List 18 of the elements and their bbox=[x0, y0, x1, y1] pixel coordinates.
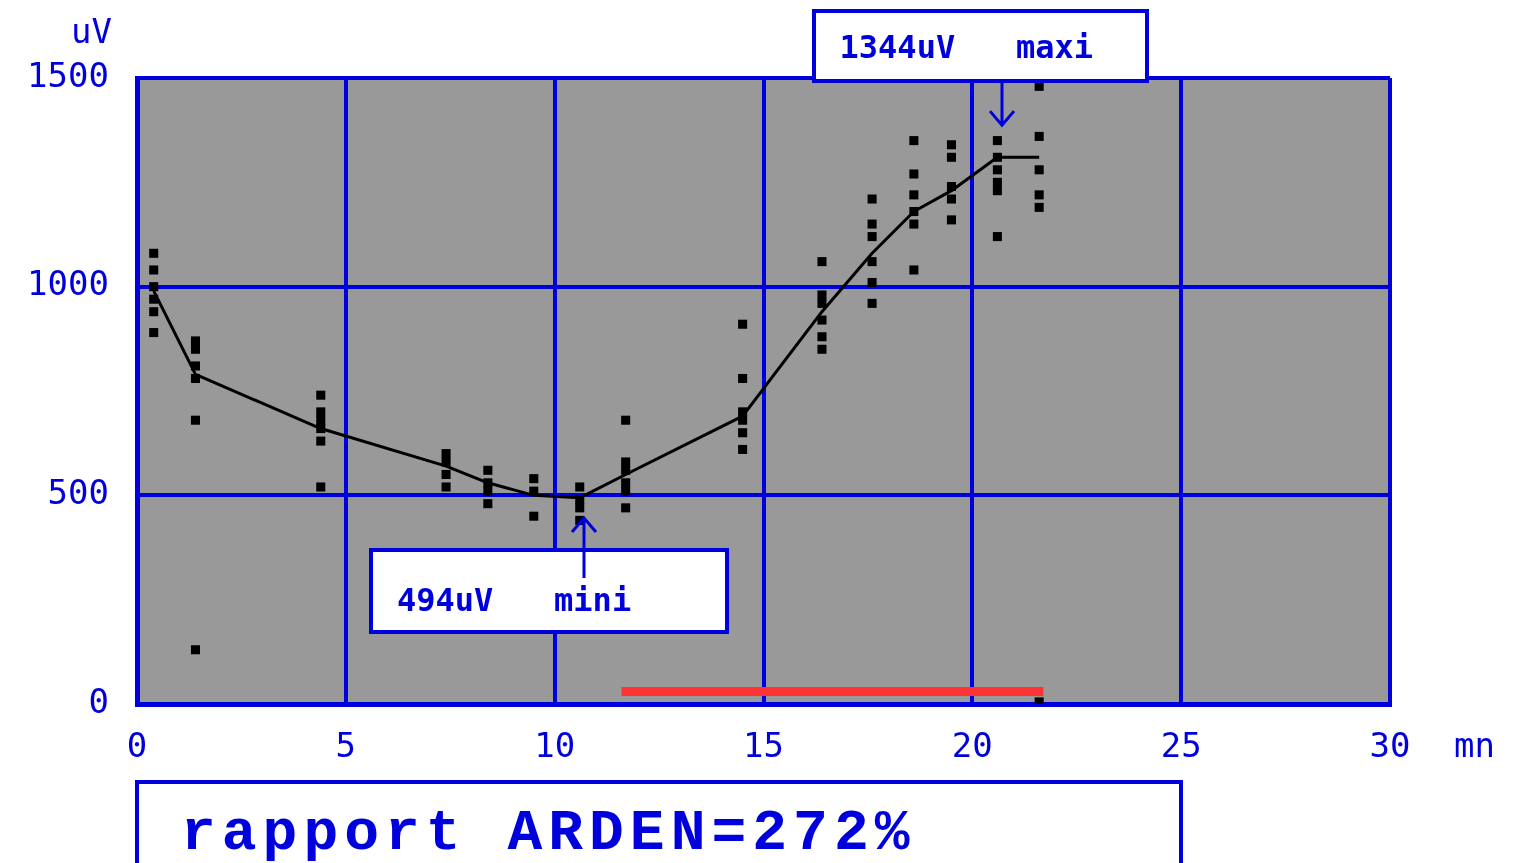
text-box: 1344uV maxi bbox=[811, 9, 1149, 83]
y-tick-label: 1500 bbox=[27, 54, 109, 95]
text-box: rapport ARDEN=272% bbox=[135, 780, 1183, 863]
x-axis-title: mn bbox=[1454, 725, 1495, 765]
y-tick-label: 0 bbox=[88, 680, 109, 721]
y-tick-label: 1000 bbox=[27, 263, 109, 304]
x-tick-label: 0 bbox=[126, 725, 148, 766]
x-tick-label: 10 bbox=[534, 725, 576, 766]
x-tick-label: 20 bbox=[951, 725, 993, 766]
text-box: 494uV mini bbox=[368, 547, 729, 634]
annotation: 494uV mini bbox=[396, 580, 632, 619]
x-tick-label: 5 bbox=[335, 725, 357, 766]
x-tick-label: 25 bbox=[1160, 725, 1202, 766]
x-tick-label: 15 bbox=[743, 725, 784, 766]
x-tick-label: 30 bbox=[1369, 725, 1411, 766]
annotation: 1344uV maxi bbox=[839, 28, 1094, 66]
y-tick-label: 500 bbox=[47, 472, 109, 513]
y-axis-title: uV bbox=[71, 11, 112, 51]
